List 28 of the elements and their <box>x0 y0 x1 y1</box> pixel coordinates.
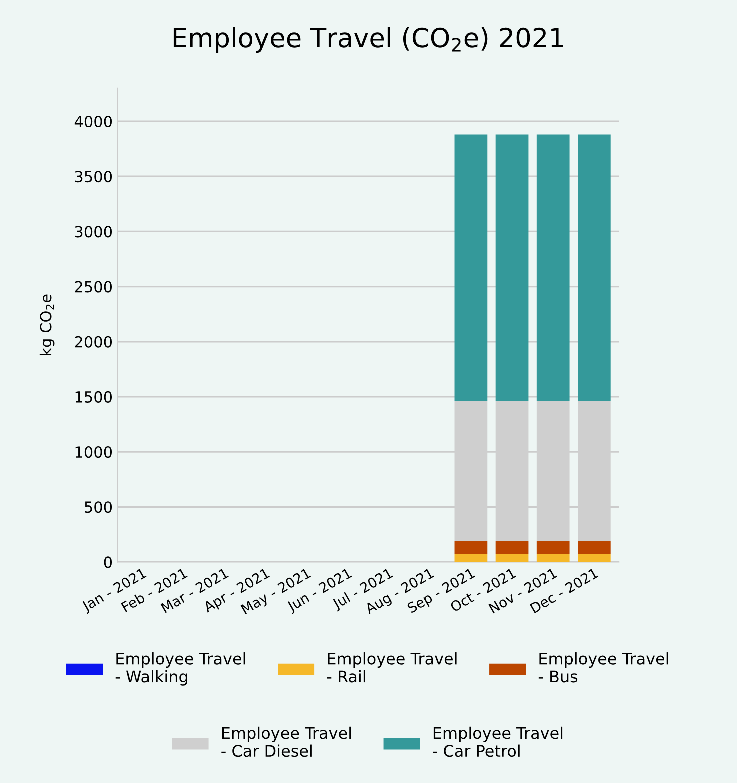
legend-label: Employee Travel - Car Diesel <box>222 726 352 758</box>
bar <box>496 554 529 562</box>
y-tick-label: 500 <box>85 502 112 514</box>
y-tick-label: 3000 <box>75 226 112 238</box>
bar <box>454 541 488 554</box>
y-tick-label: 4000 <box>74 116 112 128</box>
bar <box>578 541 611 554</box>
bar <box>578 554 611 562</box>
y-tick-label: 1500 <box>76 391 112 403</box>
bar <box>496 134 529 402</box>
y-tick-label: 1000 <box>76 446 112 458</box>
bar <box>496 541 529 554</box>
legend-label: Employee Travel - Rail <box>327 652 457 683</box>
legend-label: Employee Travel - Car Petrol <box>433 726 563 758</box>
bar <box>536 541 570 554</box>
y-tick-label: 2000 <box>75 336 112 348</box>
chart-title: Employee Travel (CO$_{2}$e) 2021 <box>174 27 564 53</box>
y-axis-title: kg CO$_{2}$e <box>40 294 55 356</box>
y-tick-label: 0 <box>104 556 112 568</box>
bar <box>454 134 488 402</box>
legend-label: Employee Travel - Walking <box>116 652 246 686</box>
bar <box>578 134 611 402</box>
bar <box>454 554 488 562</box>
y-tick-label: 3500 <box>75 171 112 183</box>
bar <box>536 134 570 402</box>
y-tick-label: 2500 <box>75 281 112 293</box>
bar <box>536 554 570 562</box>
legend-label: Employee Travel - Bus <box>538 652 668 683</box>
